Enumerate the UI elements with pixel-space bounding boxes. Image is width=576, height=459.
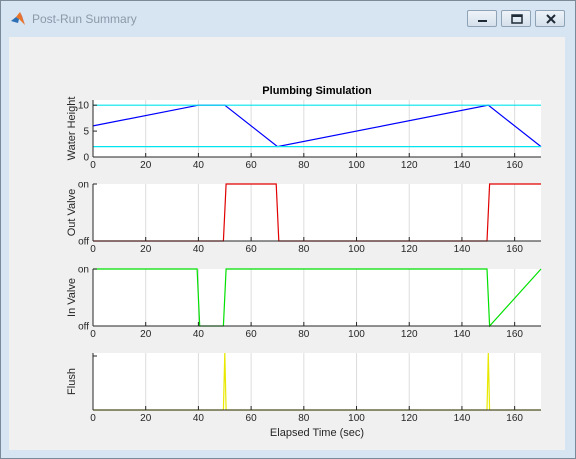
y-tick-label: off [78,322,89,333]
series-line-1 [92,104,542,148]
y-tick-label: off [78,237,89,248]
x-tick-label: 120 [401,160,418,171]
x-tick-label: 60 [246,244,258,255]
x-tick-label: 120 [401,329,418,340]
maximize-icon [511,14,523,24]
x-tick-label: 100 [348,160,365,171]
y-tick-label: 10 [78,101,90,112]
x-tick-label: 0 [90,244,96,255]
y-tick-label: on [78,265,89,276]
maximize-button[interactable] [501,10,531,27]
x-tick-label: 80 [298,244,310,255]
series-line-1 [93,183,541,242]
y-tick-label: 0 [83,153,89,164]
x-tick-label: 20 [140,160,152,171]
x-tick-label: 80 [298,329,310,340]
x-tick-label: 40 [193,244,205,255]
title-bar[interactable]: Post-Run Summary [1,1,575,37]
y-axis-label: In Valve [66,278,78,317]
plot-area-3 [93,269,541,326]
y-tick-label: on [78,180,89,191]
plot-area-2 [93,184,541,241]
x-tick-label: 60 [246,329,258,340]
y-axis-label: Flush [66,368,78,395]
x-tick-label: 40 [193,413,205,424]
y-axis-label: Out Valve [66,189,78,237]
x-tick-label: 20 [140,413,152,424]
x-tick-label: 20 [140,244,152,255]
x-tick-label: 140 [454,160,471,171]
x-tick-label: 80 [298,413,310,424]
window-title: Post-Run Summary [32,12,137,26]
y-tick-label: 5 [83,127,89,138]
minimize-icon [478,20,487,22]
x-tick-label: 160 [506,329,523,340]
minimize-button[interactable] [467,10,497,27]
chart-title: Plumbing Simulation [262,85,372,97]
x-tick-label: 60 [246,413,258,424]
close-button[interactable] [535,10,565,27]
matlab-logo-icon [11,12,25,25]
x-axis-label: Elapsed Time (sec) [270,427,364,439]
x-tick-label: 100 [348,413,365,424]
x-tick-label: 140 [454,244,471,255]
series-line-1 [93,268,542,328]
figure-canvas: Plumbing Simulation 0 20 40 60 80 100 120 140 160… [9,37,565,450]
x-tick-label: 160 [506,413,523,424]
x-tick-label: 120 [401,413,418,424]
x-tick-label: 100 [348,329,365,340]
y-axis-label: Water Height [66,97,78,161]
x-tick-label: 0 [90,160,96,171]
x-tick-label: 100 [348,244,365,255]
x-tick-label: 140 [454,413,471,424]
x-tick-label: 20 [140,329,152,340]
close-icon [546,14,556,24]
x-tick-label: 0 [90,413,96,424]
x-tick-label: 40 [193,329,205,340]
x-tick-label: 160 [506,244,523,255]
x-tick-label: 60 [246,160,258,171]
x-tick-label: 140 [454,329,471,340]
x-tick-label: 40 [193,160,205,171]
x-tick-label: 80 [298,160,310,171]
x-tick-label: 0 [90,329,96,340]
x-tick-label: 120 [401,244,418,255]
plot-area-4 [93,353,541,410]
x-tick-label: 160 [506,160,523,171]
